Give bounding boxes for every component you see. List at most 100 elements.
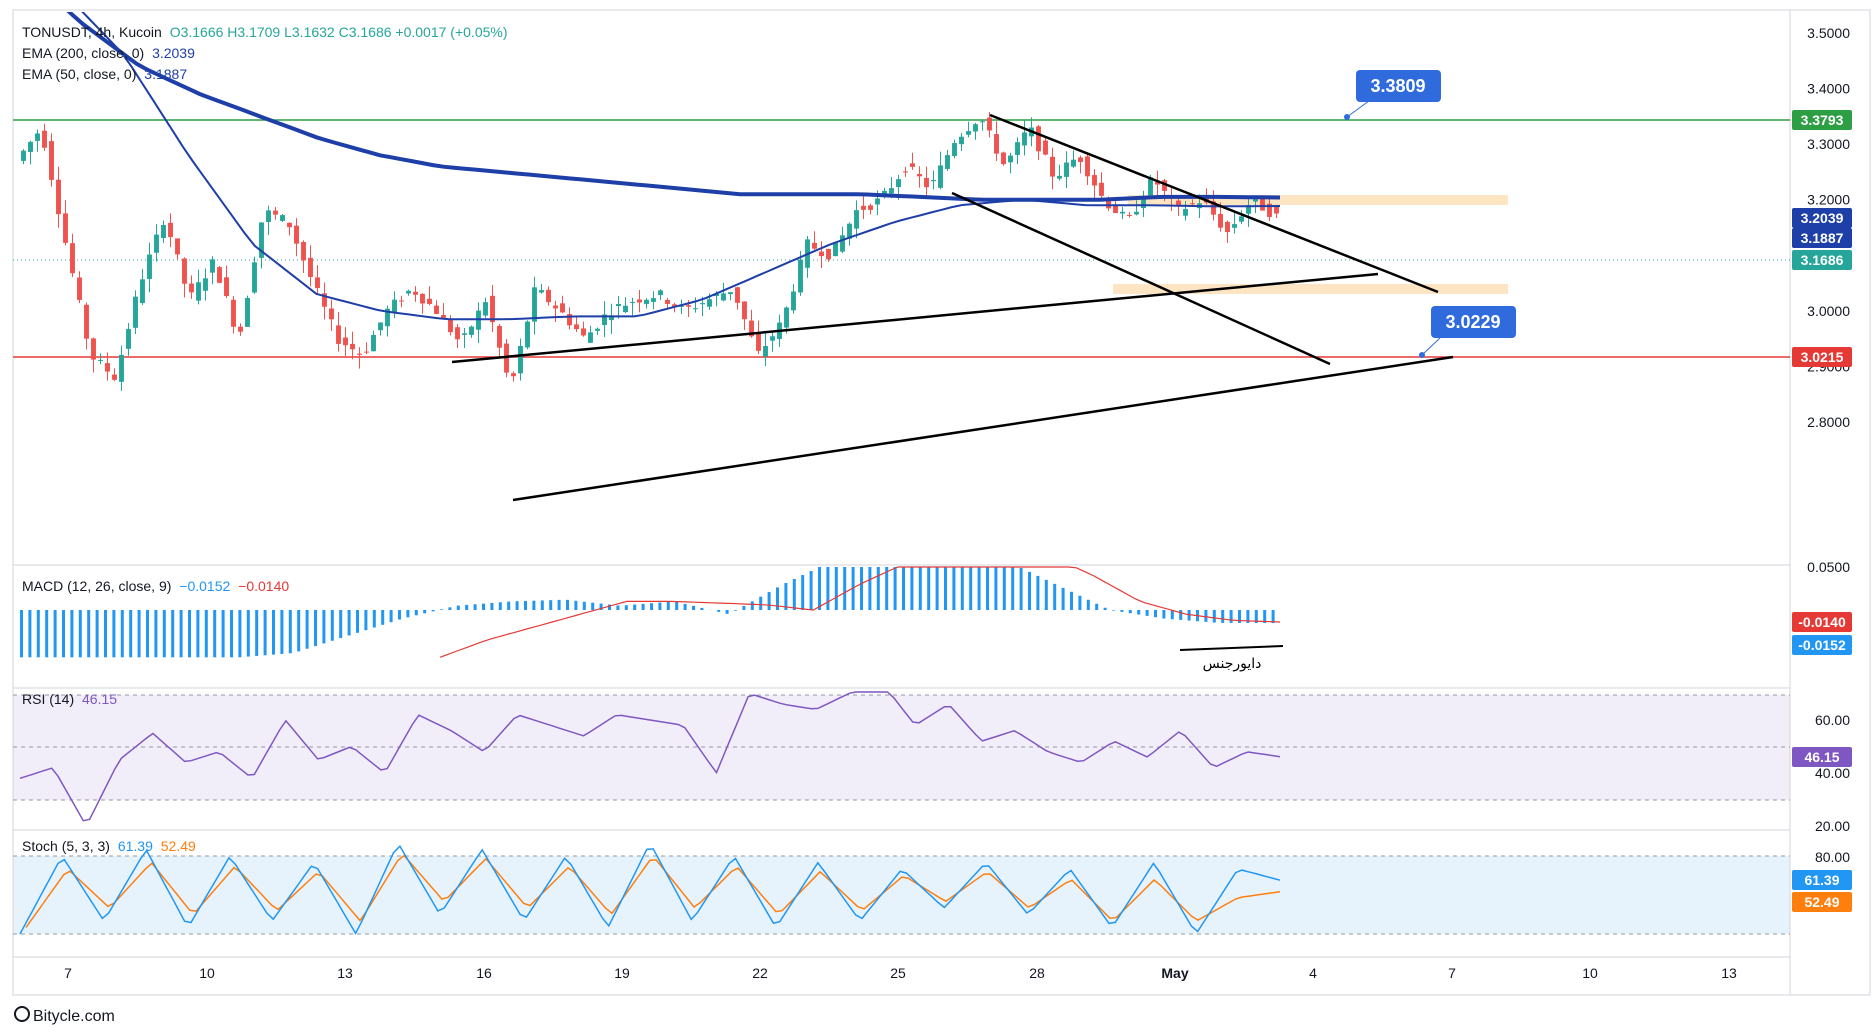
candle-body <box>763 346 768 357</box>
macd-bar <box>255 610 259 656</box>
macd-bar <box>389 610 393 623</box>
macd-bar <box>1212 610 1216 623</box>
macd-bar <box>1145 610 1149 616</box>
macd-bar <box>1086 599 1090 610</box>
macd-bar <box>1254 610 1258 624</box>
macd-bar <box>45 610 49 658</box>
svg-text:0.0500: 0.0500 <box>1807 559 1850 575</box>
macd-bar <box>784 582 788 610</box>
stoch-d-value: 52.49 <box>160 838 196 854</box>
candle-body <box>553 305 558 309</box>
stoch-legend[interactable]: Stoch (5, 3, 3) 61.39 52.49 <box>22 838 196 854</box>
macd-bar <box>910 567 914 610</box>
candle-body <box>56 179 61 215</box>
candle-body <box>910 163 915 167</box>
candle-body <box>189 283 194 293</box>
macd-bar <box>280 610 284 654</box>
macd-bar <box>356 610 359 633</box>
callout-3.3809[interactable]: 3.3809 <box>1344 70 1441 120</box>
candle-body <box>770 336 775 341</box>
candle-body <box>595 328 600 331</box>
trendline-falling-top <box>989 113 1439 294</box>
candle-body <box>1176 200 1181 206</box>
candle-body <box>854 210 859 229</box>
candle-body <box>637 299 642 303</box>
candle-body <box>364 351 369 353</box>
macd-bar <box>364 610 368 631</box>
macd-bar <box>129 610 133 658</box>
candle-body <box>182 258 187 284</box>
candle-body <box>1092 175 1097 186</box>
macd-bar <box>750 601 754 610</box>
macd-axis: 0.0500 -0.0140 -0.0152 <box>1792 559 1852 655</box>
candle-body <box>224 277 229 297</box>
ema50-legend[interactable]: EMA (50, close, 0) 3.1887 <box>22 66 187 82</box>
candle-body <box>959 136 964 145</box>
candle-body <box>280 215 285 221</box>
candle-body <box>1134 211 1139 215</box>
time-label: May <box>1161 965 1188 981</box>
candle-body <box>266 210 271 223</box>
macd-bar <box>431 610 435 612</box>
candle-body <box>1211 201 1216 215</box>
brand-icon <box>14 1006 30 1022</box>
macd-bar <box>675 601 679 610</box>
macd-bar <box>1128 610 1132 614</box>
macd-bar <box>935 567 939 610</box>
macd-bar <box>448 607 452 610</box>
macd-bar <box>1221 610 1225 623</box>
macd-bar <box>574 600 578 610</box>
macd-bar <box>1154 610 1157 618</box>
macd-bar <box>406 610 410 618</box>
macd-bar <box>986 567 989 610</box>
macd-bar <box>599 603 603 610</box>
candle-body <box>84 304 89 339</box>
candle-body <box>140 279 145 304</box>
rsi-legend[interactable]: RSI (14) 46.15 <box>22 691 117 707</box>
candle-body <box>1008 155 1013 163</box>
time-label: 7 <box>64 965 72 981</box>
macd-bar <box>549 600 553 610</box>
footer-brand[interactable]: Bitycle.com <box>14 1006 115 1026</box>
candle-body <box>539 290 544 293</box>
macd-bar <box>717 610 721 612</box>
ema200-legend[interactable]: EMA (200, close, 0) 3.2039 <box>22 45 195 61</box>
candle-body <box>861 205 866 210</box>
candle-body <box>896 179 901 188</box>
svg-text:3.0229: 3.0229 <box>1445 312 1500 332</box>
macd-bar <box>1112 610 1115 611</box>
candle-body <box>693 308 698 310</box>
candle-body <box>70 243 75 274</box>
candle-body <box>217 267 222 283</box>
candle-body <box>469 326 474 335</box>
candle-body <box>35 133 40 141</box>
candle-body <box>147 254 152 279</box>
stoch-label: Stoch (5, 3, 3) <box>22 838 110 854</box>
macd-bar <box>288 610 292 654</box>
macd-bar <box>473 604 477 610</box>
trendline-lower-rising <box>512 355 1454 502</box>
macd-bar <box>759 596 763 610</box>
macd-signal-value: −0.0140 <box>238 578 290 594</box>
candle-body <box>343 337 348 346</box>
macd-bar <box>95 610 99 658</box>
candle-body <box>1001 152 1006 165</box>
symbol-title[interactable]: TONUSDT, 4h, Kucoin <box>22 24 162 40</box>
price-tick: 3.0000 <box>1807 303 1850 319</box>
macd-signal-line <box>439 566 1281 658</box>
candle-body <box>294 225 299 244</box>
candle-body <box>630 301 635 303</box>
candle-body <box>1218 213 1223 228</box>
macd-bar <box>398 610 401 620</box>
candle-body <box>609 315 614 321</box>
candle-body <box>651 298 656 302</box>
callout-3.0229[interactable]: 3.0229 <box>1419 306 1516 358</box>
macd-bar <box>801 575 805 610</box>
time-axis[interactable]: 7 10 13 16 19 22 25 28 May 4 7 10 13 <box>64 965 1737 981</box>
candle-body <box>1036 126 1041 152</box>
candle-body <box>532 287 537 322</box>
candle-body <box>560 303 565 313</box>
macd-legend[interactable]: MACD (12, 26, close, 9) −0.0152 −0.0140 <box>22 578 289 594</box>
price-tick: 2.8000 <box>1807 414 1850 430</box>
